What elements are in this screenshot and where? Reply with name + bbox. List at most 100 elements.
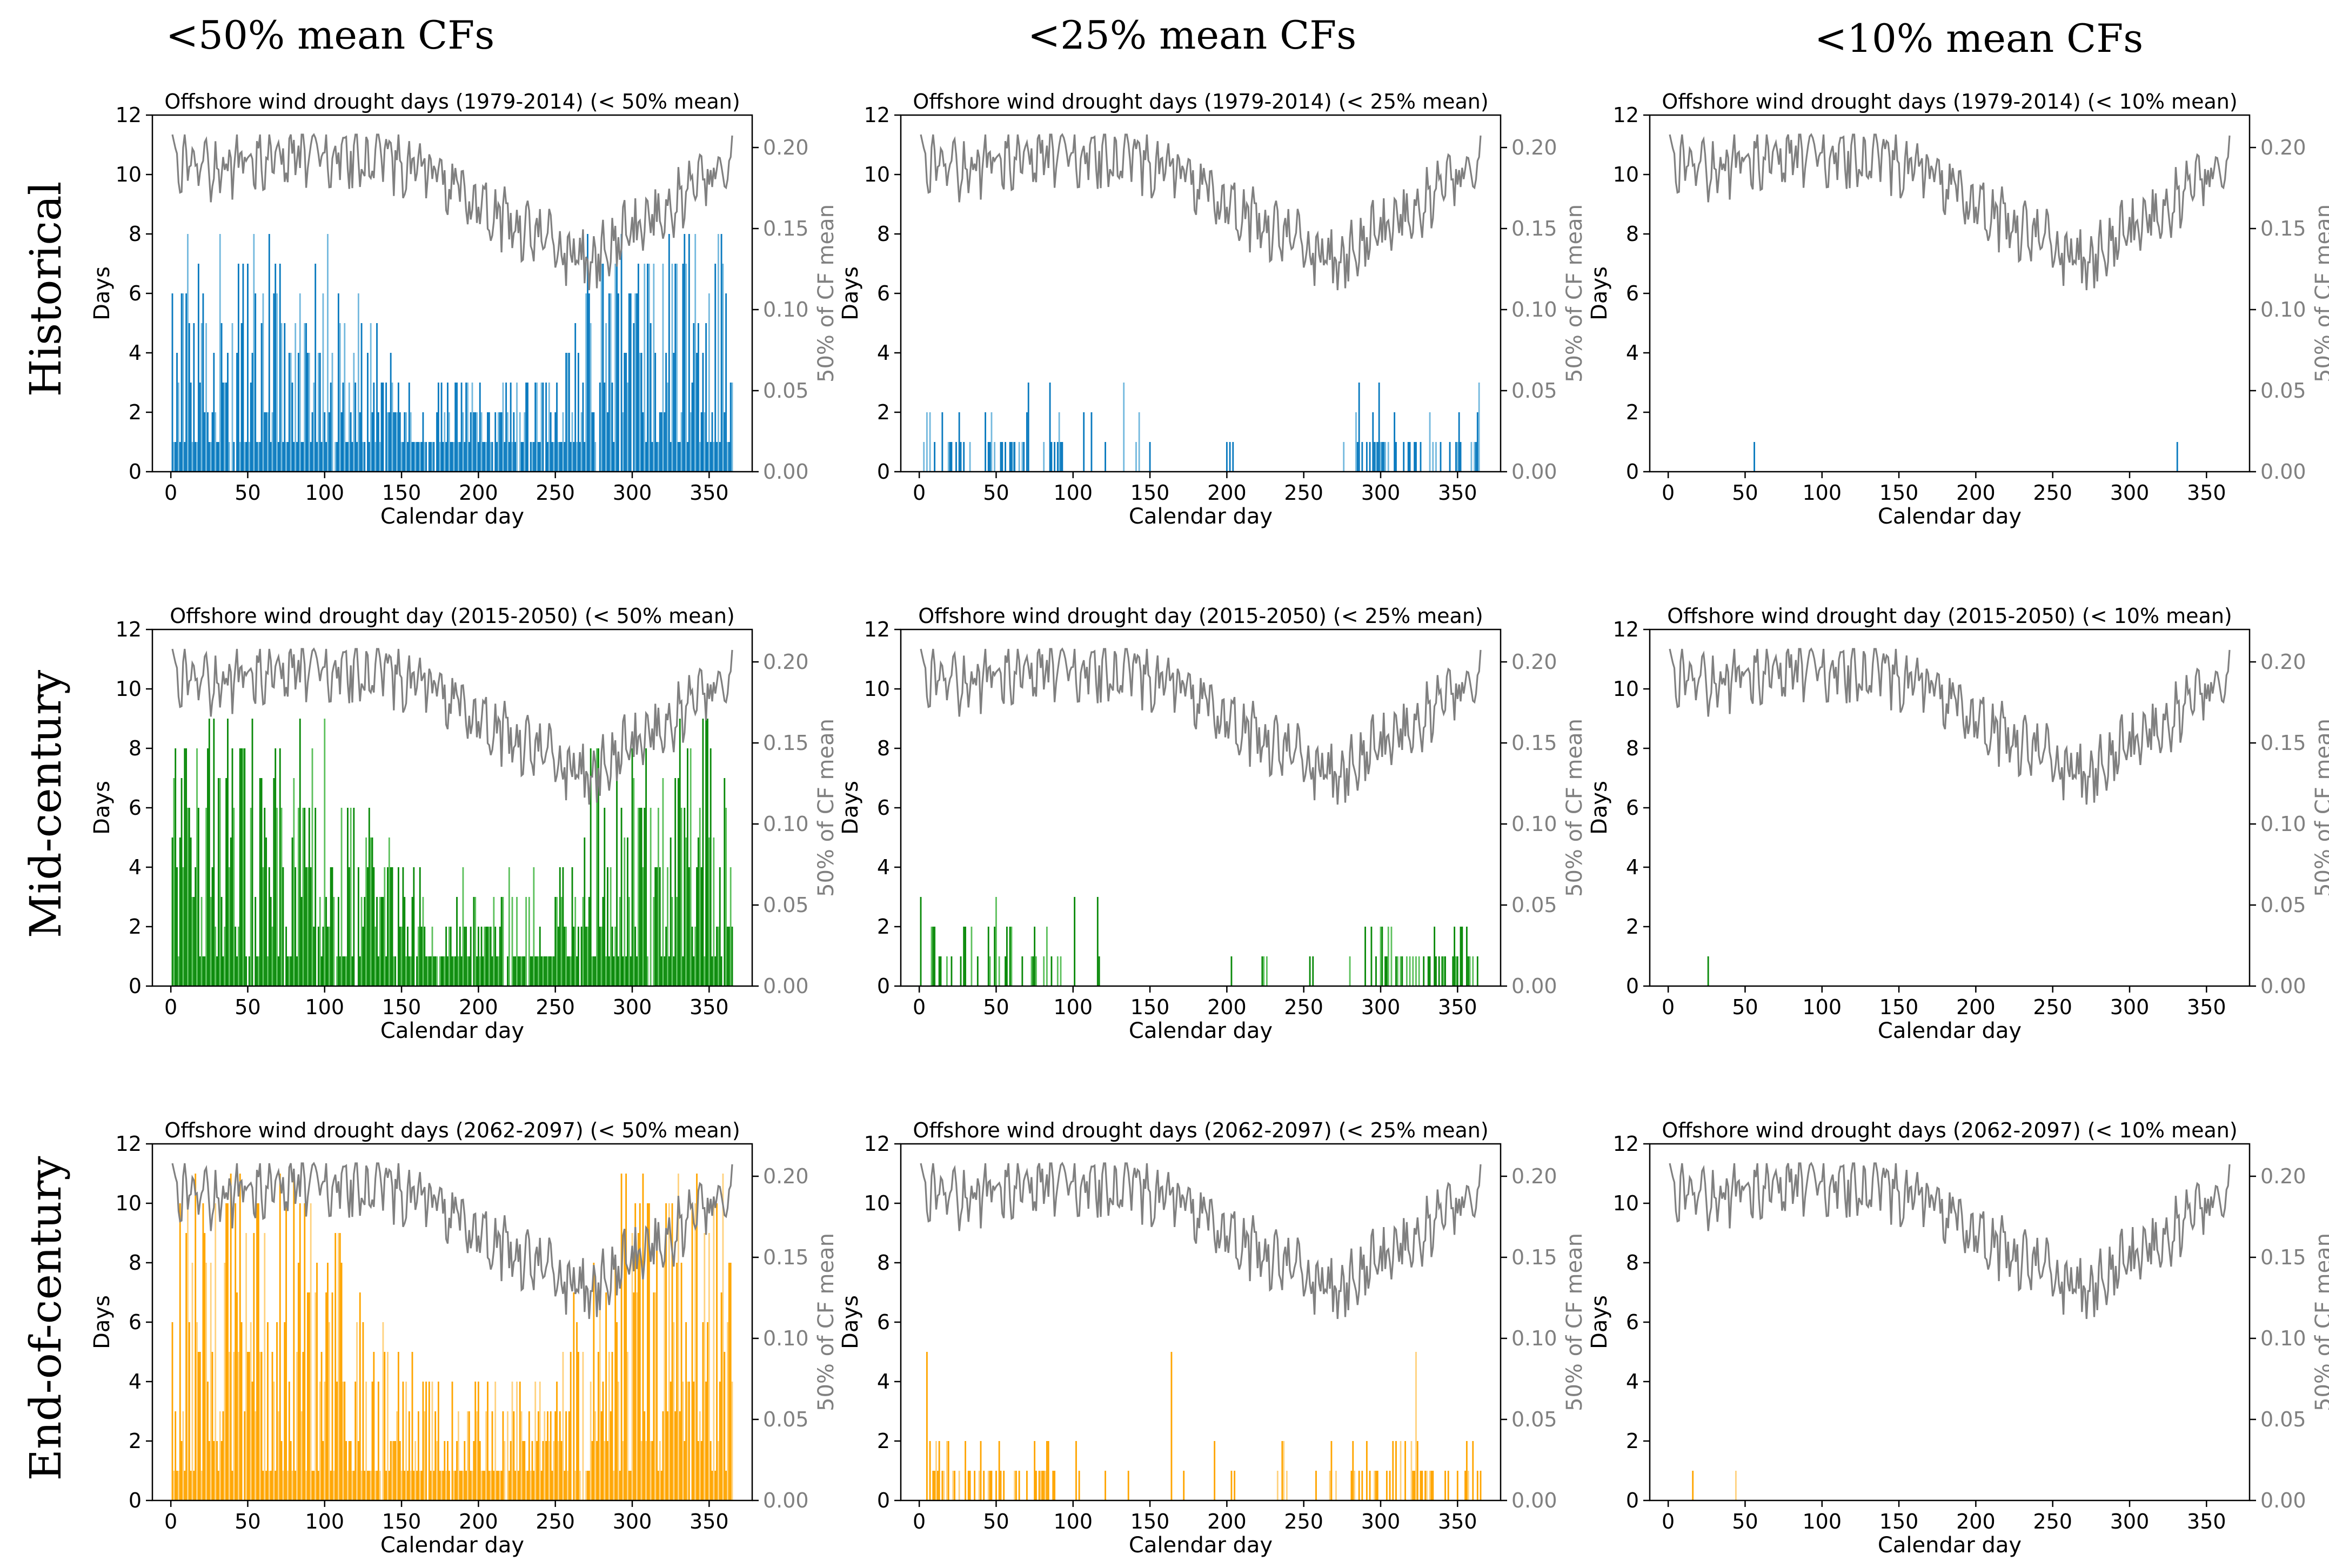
bar-day-78 [290,353,292,472]
bar-day-328 [674,1411,677,1500]
bar-day-181 [448,412,450,472]
panel-title: Offshore wind drought day (2015-2050) (<… [170,604,735,628]
bar-day-310 [647,1203,648,1500]
bar-day-323 [667,1411,668,1500]
bar-day-44 [237,927,239,986]
bar-day-201 [479,956,481,986]
bar-day-31 [217,1471,219,1500]
bar-day-355 [1464,1471,1466,1500]
bar-day-84 [299,293,301,472]
bar-day-24 [207,748,209,986]
bar-day-27 [211,1352,213,1500]
bar-day-70 [277,1411,279,1500]
bar-day-83 [297,808,299,986]
bar-day-51 [248,956,250,986]
bar-day-6 [179,1203,181,1500]
bar-day-29 [215,927,217,986]
bar-day-225 [516,1382,518,1500]
bar-day-151 [402,1382,404,1500]
bar-day-157 [411,1352,413,1500]
bar-day-90 [1056,956,1059,986]
bar-day-211 [494,412,497,472]
y-tick-label: 2 [129,400,142,424]
bar-day-113 [344,1382,346,1500]
bar-day-351 [1458,412,1460,472]
bar-day-269 [584,442,586,472]
bar-day-78 [290,1441,292,1500]
bar-day-112 [342,956,344,986]
bar-day-142 [388,837,390,986]
bar-day-300 [631,1233,633,1500]
bar-day-233 [528,1411,530,1500]
bar-day-162 [419,867,421,986]
bar-day-132 [373,383,375,472]
bar-day-222 [511,442,513,472]
x-tick-label: 0 [1662,995,1675,1019]
bar-day-172 [434,956,437,986]
bar-day-204 [484,442,486,472]
bar-day-310 [1395,956,1397,986]
bar-day-21 [951,956,953,986]
bar-day-309 [645,442,647,472]
bar-day-362 [727,442,728,472]
bar-day-275 [593,956,595,986]
x-tick-label: 150 [1879,481,1919,505]
bar-day-10 [185,293,188,472]
bar-day-297 [1375,442,1377,472]
bar-day-38 [228,1352,230,1500]
bar-day-363 [728,1263,730,1500]
bar-day-254 [560,442,563,472]
x-tick-label: 300 [1361,481,1401,505]
bar-day-347 [1452,956,1454,986]
bar-day-105 [331,1292,333,1500]
bar-day-359 [722,264,724,472]
bar-day-329 [676,264,678,472]
bar-day-260 [570,442,572,472]
bar-day-182 [450,927,452,986]
bar-day-35 [224,383,226,472]
bar-day-155 [408,956,410,986]
bar-day-15 [941,1471,943,1500]
bar-day-322 [665,927,667,986]
bar-day-191 [464,1441,466,1500]
bar-day-261 [571,412,573,472]
bar-day-209 [491,956,493,986]
bar-day-258 [567,353,568,472]
bar-day-4 [176,867,178,986]
bar-day-283 [1354,1471,1356,1500]
bar-day-18 [197,808,199,986]
bar-day-27 [211,867,213,986]
bar-day-156 [410,956,412,986]
x-tick-label: 300 [1361,1510,1401,1533]
bar-day-193 [467,956,469,986]
bar-day-2 [173,442,175,472]
bar-day-292 [619,1471,621,1500]
x-tick-label: 350 [2187,1510,2226,1533]
bar-day-319 [660,956,662,986]
y2-tick-label: 0.00 [1511,1489,1557,1512]
bar-day-156 [410,412,412,472]
bar-day-109 [337,1233,339,1500]
bar-day-230 [524,412,526,472]
bar-day-333 [682,1382,684,1500]
bar-day-131 [371,1382,373,1500]
bar-day-70 [277,442,279,472]
bar-day-203 [482,1471,484,1500]
bar-day-331 [1427,956,1429,986]
bar-day-298 [628,1471,630,1500]
bar-day-185 [454,956,457,986]
bar-day-130 [370,1471,372,1500]
bar-day-284 [607,867,608,986]
bar-day-252 [557,442,559,472]
bar-day-326 [671,1203,673,1500]
bar-day-254 [560,897,563,986]
bar-day-179 [445,927,447,986]
bar-day-111 [340,412,343,472]
bar-day-49 [245,1233,247,1500]
bar-day-199 [476,1411,478,1500]
bar-day-29 [963,927,965,986]
bar-day-333 [1430,1471,1433,1500]
bar-day-233 [528,897,530,986]
bar-day-70 [1026,1471,1028,1500]
bar-day-164 [1170,1352,1173,1500]
